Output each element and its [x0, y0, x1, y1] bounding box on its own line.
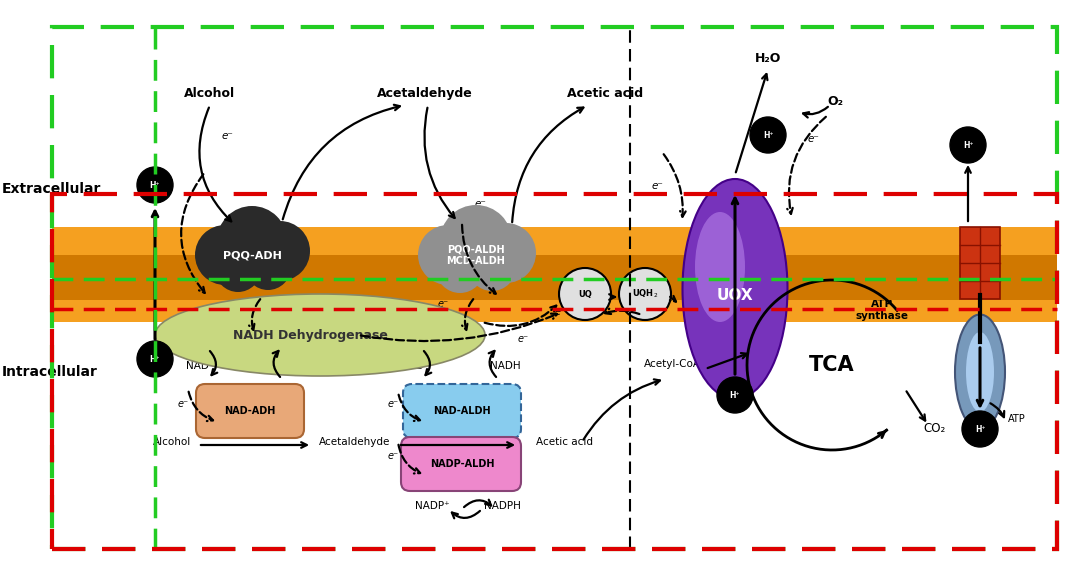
Text: NAD-ADH: NAD-ADH [224, 406, 275, 416]
Text: Acetaldehyde: Acetaldehyde [320, 437, 390, 447]
Circle shape [245, 244, 291, 290]
Text: e⁻: e⁻ [518, 334, 529, 344]
Circle shape [750, 117, 786, 153]
Text: Acetic acid: Acetic acid [567, 87, 643, 100]
Ellipse shape [155, 294, 485, 376]
Circle shape [476, 223, 535, 283]
Text: e⁻: e⁻ [808, 134, 820, 144]
Text: ATP: ATP [1008, 414, 1025, 424]
Text: e⁻: e⁻ [475, 199, 487, 209]
Circle shape [436, 245, 483, 293]
Text: Alcohol: Alcohol [153, 437, 191, 447]
Text: H⁺: H⁺ [975, 425, 985, 433]
Text: UOX: UOX [717, 287, 753, 302]
Circle shape [137, 167, 173, 203]
FancyBboxPatch shape [401, 437, 521, 491]
FancyBboxPatch shape [196, 384, 304, 438]
Bar [960, 227, 1001, 299]
Text: e⁻: e⁻ [178, 399, 189, 409]
FancyBboxPatch shape [403, 384, 521, 438]
Text: NAD-ALDH: NAD-ALDH [434, 406, 491, 416]
Text: UQ: UQ [578, 290, 592, 298]
Text: CO₂: CO₂ [924, 422, 946, 435]
Text: PQQ-ALDH
MCD-ALDH: PQQ-ALDH MCD-ALDH [447, 244, 505, 266]
Text: e⁻: e⁻ [312, 334, 323, 344]
Text: UQH$_2$: UQH$_2$ [632, 288, 658, 300]
Circle shape [440, 205, 512, 277]
Text: e⁻: e⁻ [651, 181, 663, 191]
Text: H⁺: H⁺ [150, 354, 160, 364]
Circle shape [137, 341, 173, 377]
Text: H⁺: H⁺ [730, 391, 740, 399]
Text: NADP⁺: NADP⁺ [415, 501, 449, 511]
Text: NADH: NADH [490, 361, 520, 371]
Text: H⁺: H⁺ [963, 141, 973, 149]
Text: Acetic acid: Acetic acid [537, 437, 594, 447]
Circle shape [217, 206, 287, 276]
Text: e⁻: e⁻ [438, 299, 449, 309]
Circle shape [250, 221, 310, 281]
Text: H⁺: H⁺ [763, 130, 773, 140]
Text: TCA: TCA [809, 355, 855, 375]
Text: O₂: O₂ [827, 95, 843, 108]
Text: e⁻: e⁻ [222, 131, 234, 141]
Text: Extracellular: Extracellular [2, 182, 102, 196]
Circle shape [717, 377, 753, 413]
Text: e⁻: e⁻ [518, 264, 529, 274]
Circle shape [950, 127, 986, 163]
Text: PQQ-ADH: PQQ-ADH [222, 250, 282, 260]
Bar [52, 255, 1057, 300]
Text: e⁻: e⁻ [388, 451, 399, 461]
Text: NADPH: NADPH [483, 501, 520, 511]
Text: ATP
synthase: ATP synthase [855, 299, 908, 321]
Text: Acetaldehyde: Acetaldehyde [377, 87, 473, 100]
Text: ADP+Pᵢ: ADP+Pᵢ [1008, 281, 1044, 291]
Text: NAD⁺: NAD⁺ [185, 361, 215, 371]
Text: H⁺: H⁺ [150, 181, 160, 189]
Circle shape [418, 225, 478, 285]
Circle shape [468, 243, 516, 291]
Text: Intracellular: Intracellular [2, 365, 98, 379]
Text: NAD⁺: NAD⁺ [401, 361, 429, 371]
Circle shape [559, 268, 611, 320]
Text: e⁻: e⁻ [555, 307, 566, 317]
Ellipse shape [955, 314, 1005, 429]
Text: NADP-ALDH: NADP-ALDH [429, 459, 494, 469]
Text: H₂O: H₂O [754, 52, 782, 65]
Text: Acetyl-CoA: Acetyl-CoA [644, 359, 700, 369]
Ellipse shape [683, 179, 787, 399]
Text: Alcohol: Alcohol [184, 87, 235, 100]
Text: NADH Dehydrogenase: NADH Dehydrogenase [233, 328, 387, 342]
Circle shape [195, 225, 255, 285]
Circle shape [962, 411, 998, 447]
Text: NADH: NADH [274, 361, 306, 371]
Text: e⁻: e⁻ [388, 399, 399, 409]
Ellipse shape [695, 212, 745, 322]
Ellipse shape [966, 332, 994, 412]
Circle shape [215, 246, 261, 292]
Bar [52, 227, 1057, 322]
Circle shape [619, 268, 671, 320]
